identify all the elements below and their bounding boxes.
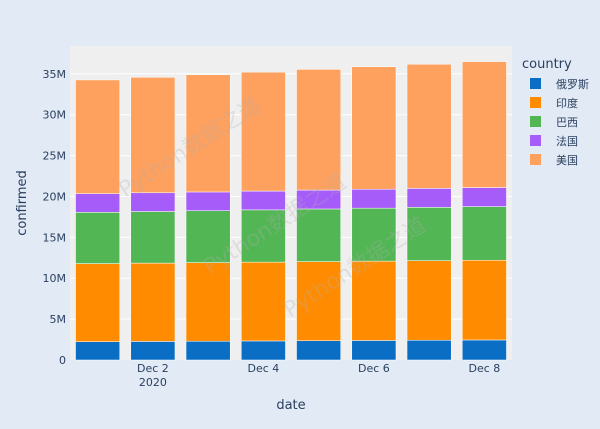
legend-swatch: [530, 97, 541, 108]
bar-0-4: [296, 340, 341, 361]
bar-1-6: [406, 260, 452, 341]
bar-4-0: [75, 79, 120, 194]
bar-3-5: [351, 188, 397, 209]
y-tick-label: 10M: [43, 272, 67, 285]
legend-swatch: [530, 78, 541, 89]
bar-3-7: [462, 187, 507, 207]
y-tick-label: 20M: [43, 190, 67, 203]
bar-4-5: [351, 66, 397, 190]
bar-4-2: [185, 74, 231, 193]
x-axis-title: date: [276, 398, 305, 413]
bar-2-3: [241, 209, 286, 263]
y-tick-label: 15M: [43, 231, 67, 244]
bar-0-7: [462, 339, 507, 361]
bar-0-0: [75, 341, 120, 361]
legend-title: country: [522, 57, 572, 72]
bar-0-1: [130, 341, 176, 361]
x-tick-label: Dec 8: [468, 362, 500, 375]
bar-2-1: [130, 211, 176, 264]
legend-entry: 印度: [556, 96, 578, 110]
bar-1-1: [130, 262, 176, 342]
x-tick-label: Dec 2: [137, 362, 169, 375]
bar-1-4: [296, 261, 341, 341]
x-tick-sublabel: 2020: [139, 376, 167, 389]
y-axis-title: confirmed: [15, 170, 30, 236]
bar-4-1: [130, 77, 176, 194]
y-tick-label: 30M: [43, 109, 67, 122]
bar-2-4: [296, 208, 341, 262]
bar-0-3: [241, 340, 286, 361]
bar-3-2: [185, 191, 231, 211]
bar-2-2: [185, 210, 231, 263]
x-tick-label: Dec 4: [247, 362, 279, 375]
bar-2-5: [351, 207, 397, 262]
legend-entry: 巴西: [556, 116, 578, 129]
bar-0-2: [185, 340, 231, 361]
bar-4-6: [406, 63, 452, 189]
y-tick-label: 0: [59, 354, 66, 367]
bar-3-6: [406, 188, 452, 208]
y-tick-label: 25M: [43, 150, 67, 163]
y-tick-label: 5M: [50, 313, 67, 326]
bar-1-7: [462, 259, 507, 341]
bar-2-0: [75, 212, 120, 264]
bar-1-5: [351, 260, 397, 341]
bar-1-2: [185, 262, 231, 342]
bar-4-3: [241, 71, 286, 192]
legend-entry: 美国: [556, 154, 578, 167]
legend-swatch: [530, 116, 541, 127]
bar-0-6: [406, 339, 452, 361]
bar-0-5: [351, 340, 397, 361]
legend-entry: 俄罗斯: [556, 78, 589, 91]
bar-2-6: [406, 207, 452, 261]
legend-swatch: [530, 154, 541, 165]
x-tick-label: Dec 6: [358, 362, 390, 375]
bar-2-7: [462, 206, 507, 261]
y-tick-label: 35M: [43, 68, 67, 81]
bar-4-4: [296, 69, 341, 191]
legend-entry: 法国: [556, 134, 578, 148]
bar-3-0: [75, 193, 120, 213]
bar-1-0: [75, 263, 120, 342]
bar-4-7: [462, 61, 507, 188]
legend-swatch: [530, 135, 541, 146]
